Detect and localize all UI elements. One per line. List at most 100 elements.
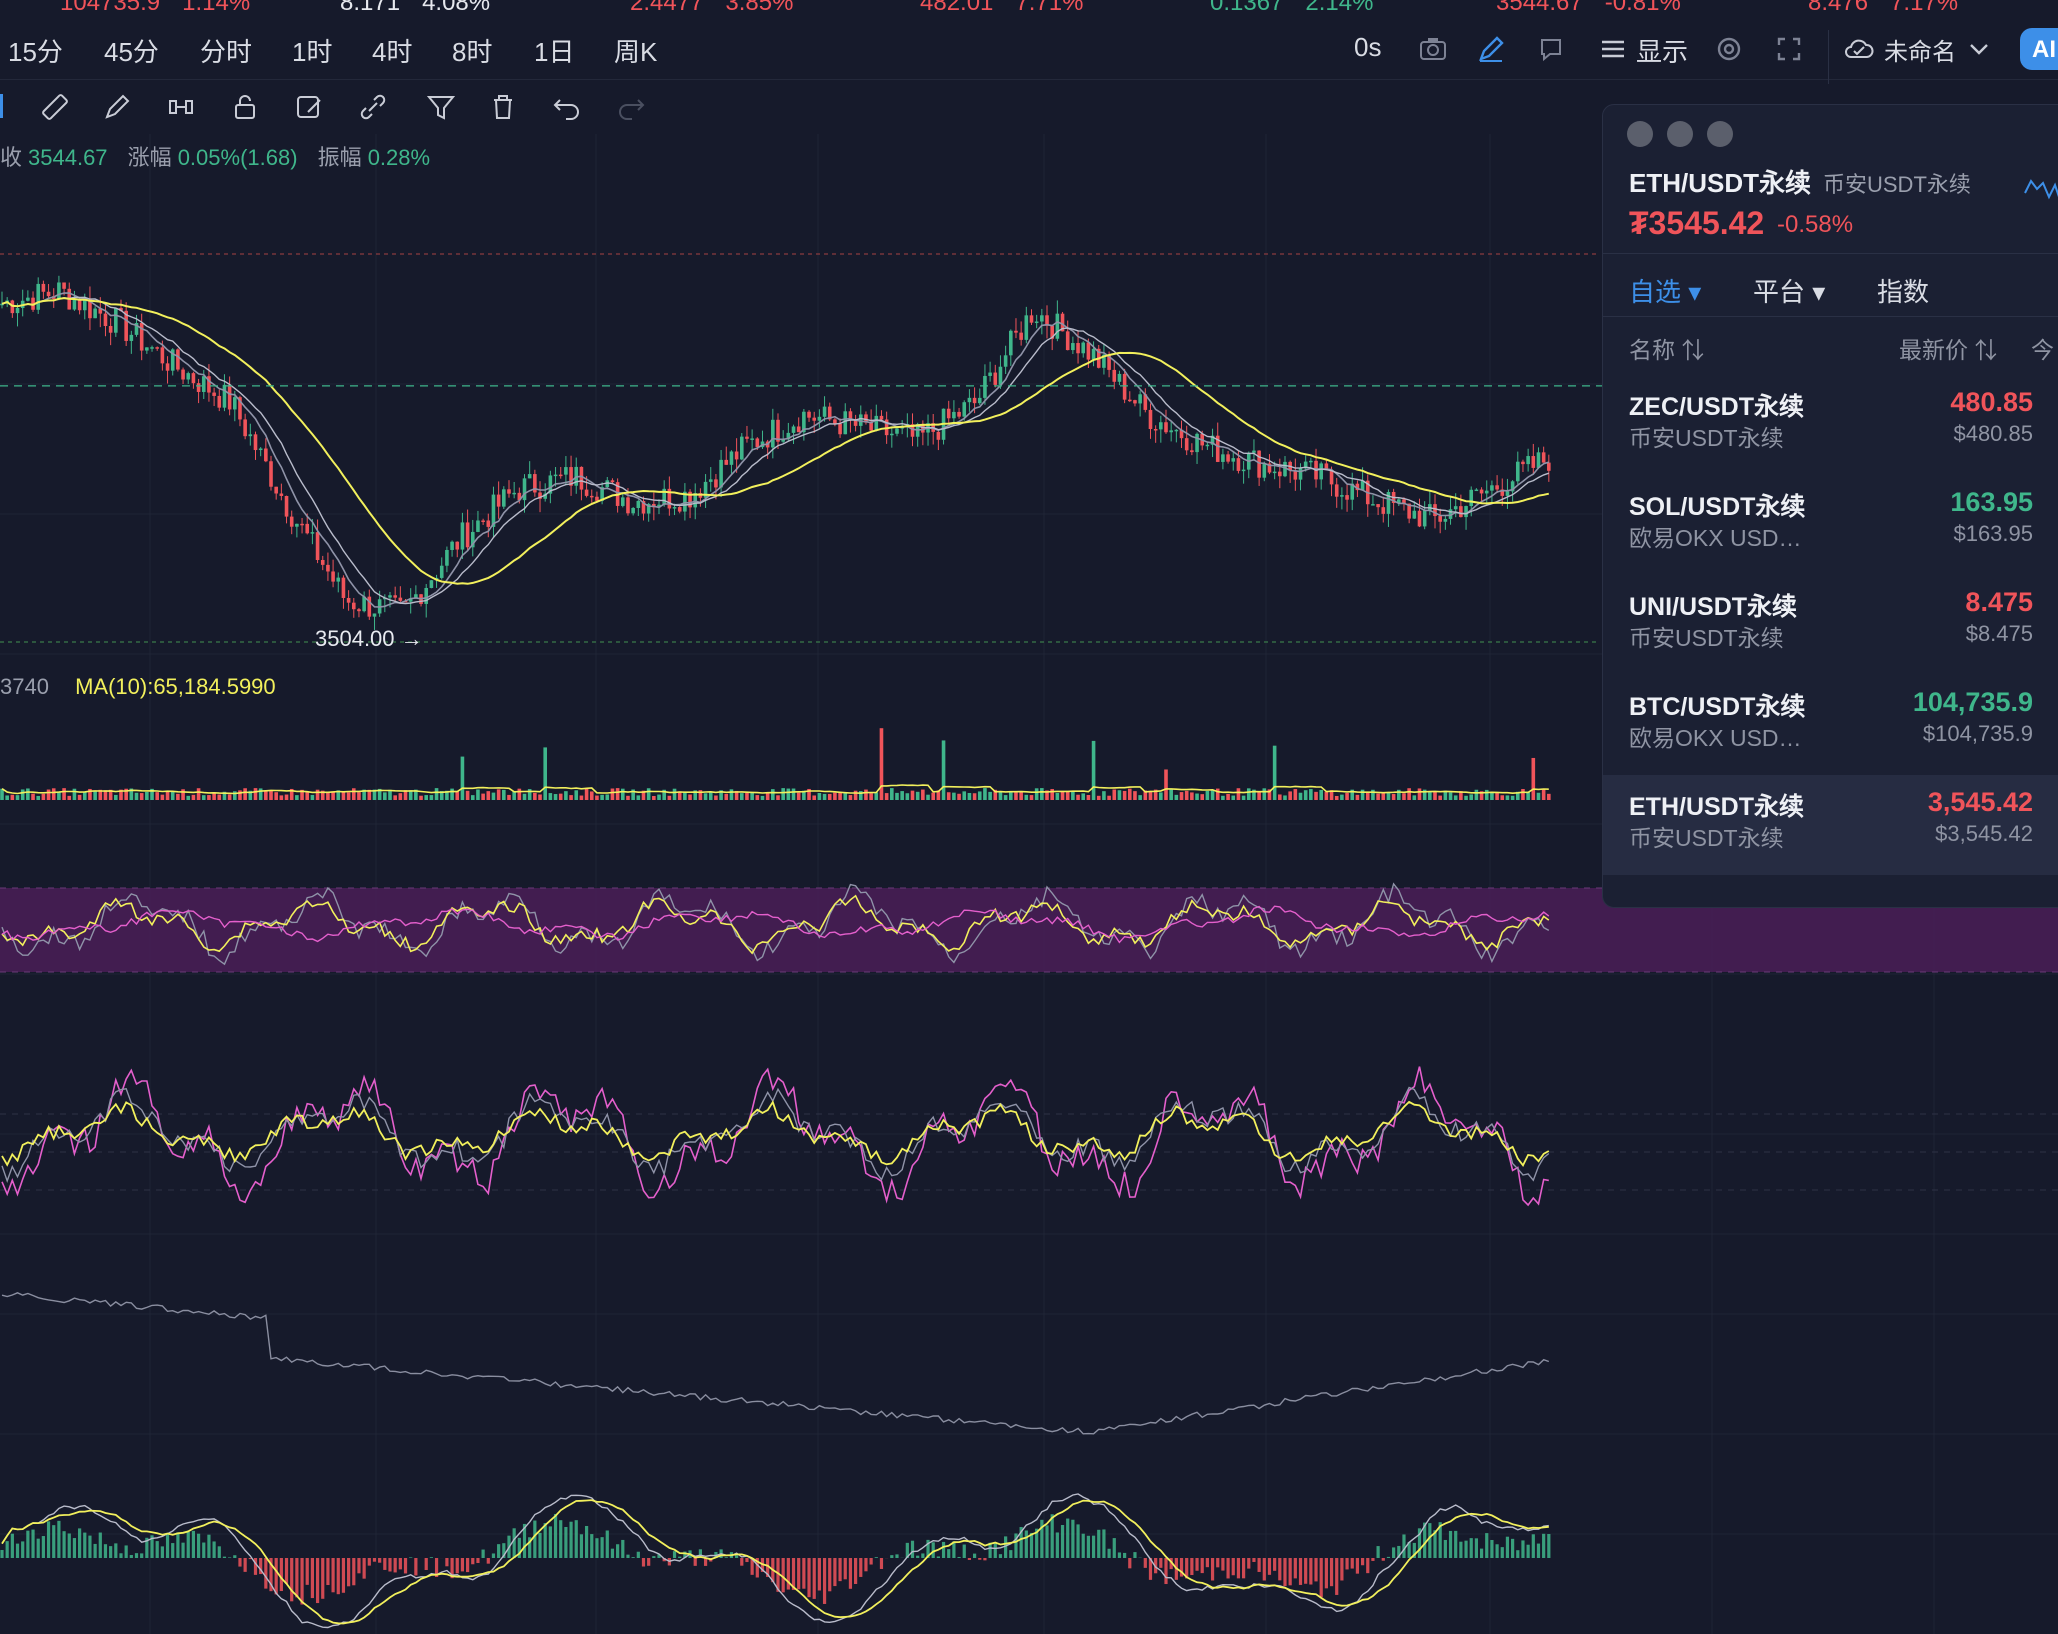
macd-bar (145, 1537, 149, 1558)
trash-icon[interactable] (486, 90, 520, 124)
ticker-item[interactable]: 8.171 4.08% (340, 0, 490, 16)
settings-icon[interactable] (1712, 32, 1746, 66)
candle-body (88, 299, 92, 319)
tab-platform[interactable]: 平台 ▾ (1753, 277, 1826, 307)
link-icon[interactable] (356, 90, 390, 124)
interval-1h[interactable]: 1时 (292, 37, 333, 67)
volume-bar (357, 792, 361, 800)
interval-45m[interactable]: 45分 (104, 37, 159, 67)
candle-body (848, 411, 853, 420)
volume-bar (631, 789, 635, 800)
volume-bar (264, 790, 268, 800)
macd-bar (522, 1523, 527, 1558)
macd-bar (398, 1558, 402, 1570)
volume-bar (227, 794, 232, 800)
candle-body (1309, 460, 1313, 463)
interval-15m[interactable]: 15分 (8, 37, 63, 67)
macd-bar (1438, 1522, 1442, 1558)
candle-body (129, 334, 134, 341)
volume-bar (1324, 791, 1329, 800)
cloud-icon[interactable] (1842, 32, 1876, 66)
volume-bar (269, 790, 273, 800)
display-button[interactable]: 显示 (1636, 37, 1689, 67)
undo-icon[interactable] (550, 90, 584, 124)
watchlist-row[interactable]: UNI/USDT永续 币安USDT永续 8.475 $8.475 (1603, 575, 2058, 675)
candle-body (605, 480, 610, 488)
watchlist-row[interactable]: ZEC/USDT永续 币安USDT永续 480.85 $480.85 (1603, 375, 2058, 475)
watchlist-row[interactable]: BTC/USDT永续 欧易OKX USD… 104,735.9 $104,735.9 (1603, 675, 2058, 775)
volume-bar (165, 791, 170, 800)
volume-bar (538, 794, 542, 800)
candle-body (838, 423, 842, 435)
candle-body (1252, 450, 1256, 453)
volume-bar (589, 791, 594, 800)
ticker-item[interactable]: 104735.9 1.14% (60, 0, 250, 16)
layout-name[interactable]: 未命名 (1884, 39, 1956, 66)
volume-bar (429, 795, 434, 800)
macd-bar (1040, 1519, 1044, 1558)
column-change[interactable]: 今 (2031, 337, 2054, 363)
volume-bar (957, 793, 961, 800)
fullscreen-icon[interactable] (1772, 32, 1806, 66)
alert-icon[interactable] (1534, 32, 1568, 66)
interval-timeshare[interactable]: 分时 (200, 37, 253, 67)
filter-icon[interactable] (424, 90, 458, 124)
volume-bar (212, 793, 216, 800)
macd-bar (1107, 1548, 1111, 1558)
candle-body (1324, 463, 1329, 471)
macd-bar (1179, 1558, 1184, 1577)
tab-favorites[interactable]: 自选 ▾ (1629, 277, 1702, 307)
macd-bar (998, 1554, 1003, 1558)
ticker-item[interactable]: 482.01 7.71% (920, 0, 1083, 16)
obv-line (1, 1292, 1550, 1435)
candle-body (936, 431, 941, 440)
volume-bar (315, 789, 320, 800)
volume-bar (755, 795, 760, 800)
volume-bar (1055, 792, 1060, 800)
tab-index[interactable]: 指数 (1877, 277, 1930, 307)
interval-4h[interactable]: 4时 (372, 37, 413, 67)
volume-bar (1076, 794, 1080, 800)
macd-bar (1314, 1558, 1318, 1582)
edit-icon[interactable] (292, 90, 326, 124)
magnet-icon[interactable] (164, 90, 198, 124)
volume-bar (455, 791, 460, 800)
column-name[interactable]: 名称 ⇅ (1629, 337, 1705, 363)
brush-icon[interactable] (100, 90, 134, 124)
interval-1d[interactable]: 1日 (534, 37, 575, 67)
interval-weekly[interactable]: 周K (614, 37, 658, 67)
macd-bar (1376, 1546, 1380, 1558)
pen-icon[interactable] (1474, 32, 1508, 66)
interval-8h[interactable]: 8时 (452, 37, 493, 67)
candle-body (729, 451, 734, 465)
ticker-change: 3.85% (725, 0, 794, 16)
volume-bar (1510, 795, 1515, 800)
camera-icon[interactable] (1416, 32, 1450, 66)
window-dot-3[interactable] (1707, 121, 1733, 147)
volume-bar (10, 794, 15, 800)
volume-bar (15, 795, 20, 800)
ticker-item[interactable]: 8.476 7.17% (1808, 0, 1958, 16)
volume-bar (1515, 791, 1520, 800)
watchlist-row[interactable]: ETH/USDT永续 币安USDT永续 3,545.42 $3,545.42 (1603, 775, 2058, 875)
ma-long-line (1, 297, 1550, 585)
candle-body (977, 397, 982, 404)
candle-body (212, 392, 216, 396)
column-price[interactable]: 最新价 ⇅ (1899, 337, 1998, 363)
candle-body (672, 507, 677, 509)
ruler-icon[interactable] (38, 90, 72, 124)
watchlist-row[interactable]: SOL/USDT永续 欧易OKX USD… 163.95 $163.95 (1603, 475, 2058, 575)
ticker-item[interactable]: 0.1367 2.14% (1210, 0, 1373, 16)
window-dot-2[interactable] (1667, 121, 1693, 147)
candle-body (952, 411, 956, 419)
chevron-down-icon[interactable] (1962, 32, 1996, 66)
menu-icon[interactable] (1596, 32, 1630, 66)
macd-bar (543, 1523, 547, 1558)
lock-icon[interactable] (228, 90, 262, 124)
ticker-item[interactable]: 3544.67 -0.81% (1496, 0, 1681, 16)
candle-body (393, 595, 397, 598)
redo-icon[interactable] (614, 90, 648, 124)
ticker-item[interactable]: 2.4477 3.85% (630, 0, 793, 16)
window-dot-1[interactable] (1627, 121, 1653, 147)
ai-button[interactable]: AI (2020, 28, 2058, 70)
